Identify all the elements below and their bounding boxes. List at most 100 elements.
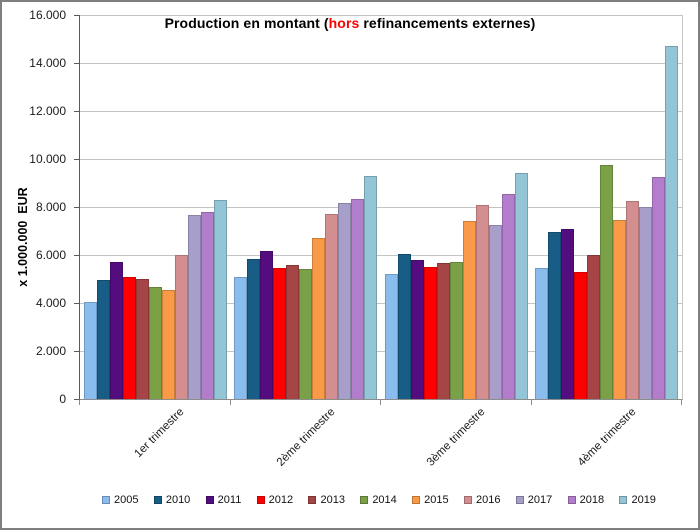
bar-2005-3-me-trimestre <box>384 274 398 399</box>
y-tick-label-8-000: 8.000 <box>35 200 66 214</box>
x-tick-mark <box>530 400 532 405</box>
y-tick-mark <box>74 111 79 112</box>
legend-label-2013: 2013 <box>320 494 345 506</box>
y-tick-label-10-000: 10.000 <box>29 152 66 166</box>
legend-swatch-2010 <box>153 496 162 504</box>
legend-item-2011: 2011 <box>205 494 242 506</box>
bar-2018-3-me-trimestre <box>501 194 515 399</box>
gridline-14000 <box>80 63 682 64</box>
bar-2015-3-me-trimestre <box>462 221 476 399</box>
chart-title-red-word: hors <box>328 15 360 31</box>
x-label-4-me-trimestre: 4ème trimestre <box>575 406 639 469</box>
legend-label-2019: 2019 <box>631 494 656 506</box>
bar-2005-2-me-trimestre <box>234 277 248 399</box>
chart-title: Production en montant (hors refinancemen… <box>2 15 698 31</box>
bar-2014-1er-trimestre <box>148 287 162 399</box>
bar-2012-4-me-trimestre <box>574 272 588 399</box>
y-tick-mark <box>74 399 79 400</box>
bar-2010-2-me-trimestre <box>247 259 261 399</box>
x-label-3-me-trimestre: 3ème trimestre <box>425 406 488 469</box>
plot-area <box>79 15 683 400</box>
bar-2018-4-me-trimestre <box>652 177 666 399</box>
x-tick-mark <box>229 400 231 405</box>
y-tick-label-14-000: 14.000 <box>29 56 66 70</box>
bar-2010-1er-trimestre <box>96 280 110 399</box>
bar-2015-4-me-trimestre <box>613 220 627 399</box>
bar-2019-2-me-trimestre <box>364 176 378 399</box>
x-label-1er-trimestre: 1er trimestre <box>132 406 187 461</box>
gridline-6000 <box>80 255 682 256</box>
bar-2016-3-me-trimestre <box>475 205 489 399</box>
bar-2017-1er-trimestre <box>187 215 201 399</box>
legend-swatch-2012 <box>256 496 265 504</box>
y-tick-mark <box>74 159 79 160</box>
bar-2013-1er-trimestre <box>135 279 149 399</box>
bar-2011-2-me-trimestre <box>260 251 274 399</box>
bar-2012-1er-trimestre <box>122 277 136 399</box>
legend-label-2011: 2011 <box>217 494 242 506</box>
legend-item-2019: 2019 <box>619 494 656 506</box>
bar-2012-2-me-trimestre <box>273 268 287 399</box>
chart-title-prefix: Production en montant ( <box>164 15 329 31</box>
gridline-12000 <box>80 111 682 112</box>
legend-swatch-2011 <box>205 496 214 504</box>
x-tick-mark <box>681 400 682 405</box>
bar-2010-3-me-trimestre <box>397 254 411 399</box>
legend-swatch-2017 <box>515 496 524 504</box>
y-tick-mark <box>74 207 79 208</box>
y-tick-label-12-000: 12.000 <box>29 104 66 118</box>
legend-label-2015: 2015 <box>424 494 449 506</box>
bar-2012-3-me-trimestre <box>423 267 437 399</box>
y-tick-mark <box>74 15 79 16</box>
bar-2016-2-me-trimestre <box>325 214 339 399</box>
legend-label-2012: 2012 <box>268 494 294 506</box>
bar-2017-2-me-trimestre <box>338 203 352 399</box>
bar-group-4-me-trimestre <box>532 15 683 399</box>
bar-group-1er-trimestre <box>80 15 231 399</box>
y-tick-mark <box>74 63 79 64</box>
bar-2011-3-me-trimestre <box>410 260 424 399</box>
bar-2005-4-me-trimestre <box>535 268 549 399</box>
y-tick-mark <box>74 351 79 352</box>
legend-item-2016: 2016 <box>463 494 500 506</box>
legend-label-2017: 2017 <box>527 494 553 506</box>
bar-2016-1er-trimestre <box>174 255 188 399</box>
legend-swatch-2013 <box>308 496 317 504</box>
bar-group-3-me-trimestre <box>381 15 532 399</box>
legend-item-2010: 2010 <box>153 494 191 506</box>
bar-2014-2-me-trimestre <box>299 269 313 399</box>
legend-item-2005: 2005 <box>102 494 138 506</box>
y-tick-mark <box>74 255 79 256</box>
legend-item-2014: 2014 <box>360 494 397 506</box>
gridline-8000 <box>80 207 682 208</box>
legend-item-2017: 2017 <box>515 494 553 506</box>
legend-label-2010: 2010 <box>165 494 191 506</box>
bar-2018-1er-trimestre <box>200 212 214 399</box>
bar-2017-4-me-trimestre <box>639 207 653 399</box>
bar-2016-4-me-trimestre <box>626 201 640 399</box>
legend-item-2012: 2012 <box>256 494 294 506</box>
y-tick-label-4-000: 4.000 <box>35 296 66 310</box>
bar-2017-3-me-trimestre <box>488 225 502 399</box>
legend-swatch-2015 <box>412 496 421 504</box>
x-tick-mark <box>380 400 381 405</box>
gridline-10000 <box>80 159 682 160</box>
bar-2019-3-me-trimestre <box>514 173 528 399</box>
legend: 2005 2010 2011 2012 2013 2014 2015 2016 2017 2018… <box>102 494 656 506</box>
legend-item-2018: 2018 <box>567 494 604 506</box>
legend-swatch-2014 <box>360 496 369 504</box>
x-label-2-me-trimestre: 2ème trimestre <box>274 406 338 469</box>
bar-2019-4-me-trimestre <box>665 46 679 399</box>
bar-2011-4-me-trimestre <box>561 229 575 399</box>
bar-2015-2-me-trimestre <box>312 238 326 399</box>
legend-label-2014: 2014 <box>372 494 397 506</box>
chart-title-suffix: refinancements externes) <box>359 15 536 31</box>
bar-2014-4-me-trimestre <box>600 165 614 399</box>
legend-swatch-2018 <box>567 496 576 504</box>
legend-item-2015: 2015 <box>412 494 449 506</box>
legend-swatch-2019 <box>619 496 628 504</box>
bar-2014-3-me-trimestre <box>449 262 463 399</box>
legend-item-2013: 2013 <box>308 494 345 506</box>
legend-swatch-2016 <box>463 496 472 504</box>
